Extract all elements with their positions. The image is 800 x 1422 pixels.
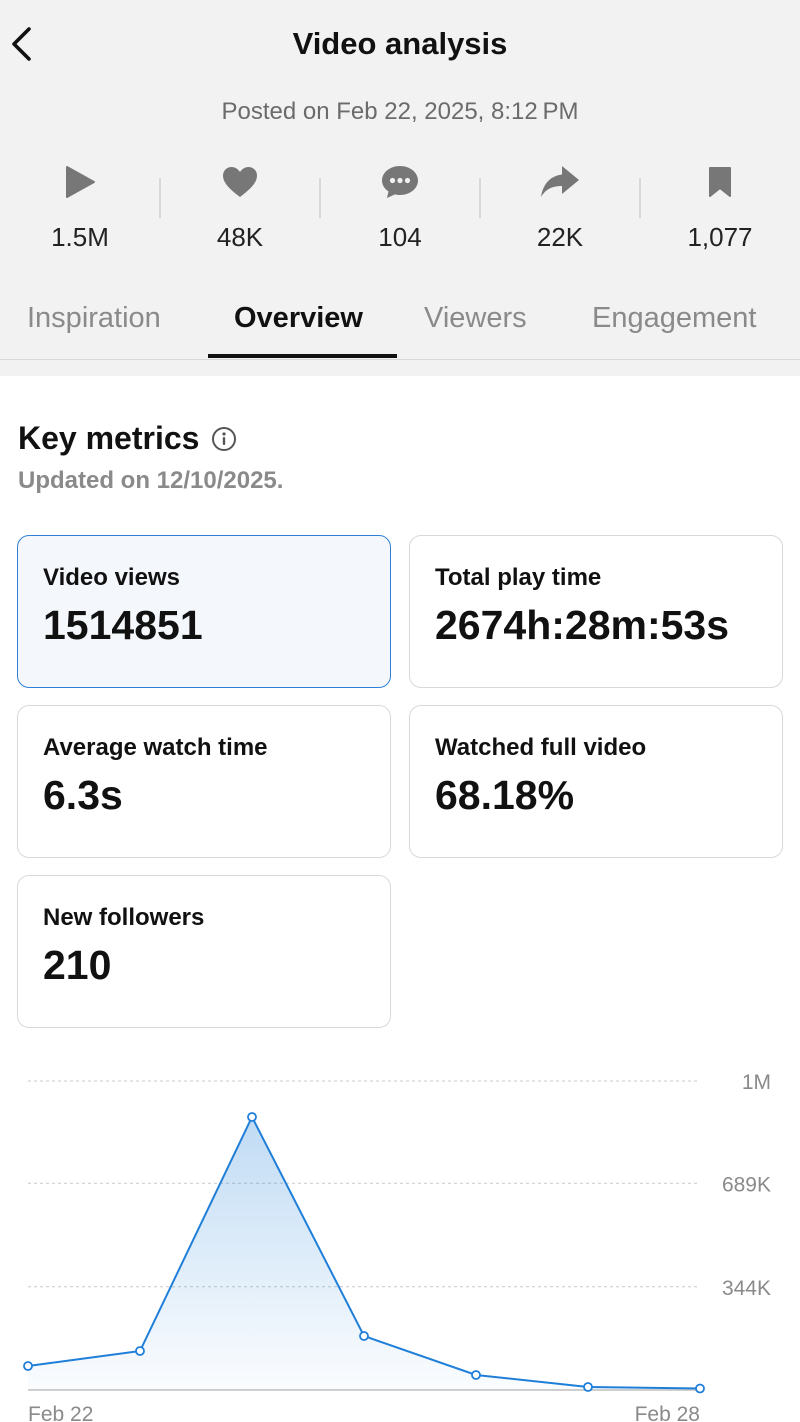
updated-date: Updated on 12/10/2025. <box>18 467 284 494</box>
metric-card-video-views[interactable]: Video views 1514851 <box>17 535 391 688</box>
stat-saves[interactable]: 1,077 <box>640 158 800 258</box>
tab-overview[interactable]: Overview <box>234 302 363 334</box>
stat-value: 1.5M <box>51 222 109 252</box>
active-tab-indicator <box>208 354 397 358</box>
metric-label: Watched full video <box>435 734 647 761</box>
stat-value: 48K <box>216 222 264 252</box>
metric-value: 1514851 <box>43 602 203 648</box>
data-point <box>359 1331 369 1341</box>
play-icon <box>66 166 95 198</box>
tab-viewers[interactable]: Viewers <box>424 302 527 334</box>
y-tick-label: 1M <box>742 1071 771 1094</box>
metric-card-total-play-time[interactable]: Total play time 2674h:28m:53s <box>409 535 783 688</box>
metric-value: 68.18% <box>435 772 575 818</box>
key-metrics-header: Key metrics <box>18 420 237 457</box>
data-point <box>471 1370 481 1380</box>
metric-card-new-followers[interactable]: New followers 210 <box>17 875 391 1028</box>
stats-row: 1.5M 48K 104 22K 1,077 <box>0 158 800 258</box>
tab-bar: Inspiration Overview Viewers Engagement <box>0 296 800 360</box>
tab-inspiration[interactable]: Inspiration <box>27 302 161 334</box>
stat-divider <box>639 178 641 218</box>
stat-likes[interactable]: 48K <box>160 158 320 258</box>
metric-card-average-watch-time[interactable]: Average watch time 6.3s <box>17 705 391 858</box>
back-button[interactable] <box>0 22 44 66</box>
posted-date: Posted on Feb 22, 2025, 8:12 PM <box>221 98 579 125</box>
comment-icon <box>382 166 418 198</box>
bookmark-icon <box>709 167 731 197</box>
section-title: Key metrics <box>18 420 200 456</box>
metric-value: 6.3s <box>43 772 123 818</box>
heart-icon <box>223 167 257 197</box>
data-point <box>23 1361 33 1371</box>
metric-value: 2674h:28m:53s <box>435 602 730 648</box>
x-tick-label: Feb 22 <box>28 1403 93 1422</box>
stat-comments[interactable]: 104 <box>320 158 480 258</box>
stat-value: 22K <box>536 222 584 252</box>
stat-divider <box>159 178 161 218</box>
metric-label: Video views <box>43 564 180 591</box>
data-point <box>247 1112 257 1122</box>
stat-value: 1,077 <box>687 222 753 252</box>
views-chart: 1M 689K 344K Feb 22 Feb 28 <box>0 1060 800 1422</box>
stat-divider <box>319 178 321 218</box>
metric-label: New followers <box>43 904 205 931</box>
data-point <box>695 1383 705 1394</box>
metric-label: Total play time <box>435 564 602 591</box>
metric-label: Average watch time <box>43 734 268 761</box>
y-tick-label: 344K <box>722 1277 771 1300</box>
data-point <box>583 1382 593 1392</box>
stat-divider <box>479 178 481 218</box>
area-fill <box>28 1117 700 1390</box>
stat-value: 104 <box>378 222 422 252</box>
share-icon <box>541 166 579 197</box>
info-icon[interactable] <box>211 426 237 452</box>
views-chart-svg: 1M 689K 344K Feb 22 Feb 28 <box>23 1071 771 1422</box>
y-tick-label: 689K <box>722 1173 771 1196</box>
chevron-left-icon <box>12 27 31 61</box>
page-title: Video analysis <box>292 26 508 61</box>
x-tick-label: Feb 28 <box>635 1403 700 1422</box>
metric-value: 210 <box>43 942 112 988</box>
metric-card-watched-full-video[interactable]: Watched full video 68.18% <box>409 705 783 858</box>
data-point <box>135 1346 145 1356</box>
stat-views[interactable]: 1.5M <box>0 158 160 258</box>
tab-engagement[interactable]: Engagement <box>592 302 757 334</box>
stat-shares[interactable]: 22K <box>480 158 640 258</box>
